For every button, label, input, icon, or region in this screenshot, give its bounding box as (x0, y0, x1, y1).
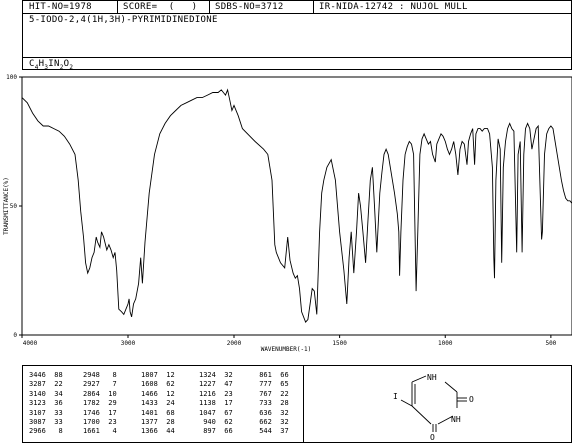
atom-label: O (469, 395, 474, 404)
atom-label: NH (451, 415, 461, 424)
x-tick-label: 4000 (23, 340, 38, 347)
x-axis-label: WAVENUMBER(-1) (261, 346, 312, 353)
peak-table: 3446 88 3287 22 3140 34 3123 36 3107 33 … (22, 365, 572, 443)
score: SCORE= ( ) (123, 2, 198, 12)
x-tick-label: 1000 (438, 340, 453, 347)
y-tick-label: 100 (6, 74, 17, 81)
y-tick-label: 0 (13, 332, 17, 339)
x-tick-label: 2000 (227, 340, 242, 347)
x-tick-label: 3000 (121, 340, 136, 347)
peak-column: 1807 12 1608 62 1466 12 1433 24 1401 68 … (141, 371, 175, 436)
ir-code: IR-NIDA-12742 : NUJOL MULL (319, 2, 468, 12)
y-axis-label: TRANSMITTANCE(%) (3, 177, 10, 235)
x-tick-label: 1500 (332, 340, 347, 347)
molecular-formula: C4H3IN2O2 (29, 59, 74, 71)
atom-label: I (393, 392, 398, 401)
peak-column: 2948 8 2927 7 2864 10 1782 29 1746 17 17… (83, 371, 117, 436)
y-tick-label: 50 (10, 203, 18, 210)
sdbs-number: SDBS-NO=3712 (215, 2, 284, 12)
hit-number: HIT-NO=1978 (29, 2, 92, 12)
atom-label: NH (427, 373, 437, 382)
plot-frame (21, 76, 572, 336)
atom-label: O (430, 433, 435, 442)
molecule-structure: I NH O NH O (393, 373, 474, 442)
spectrum-line (21, 88, 572, 323)
compound-name: 5-IODO-2,4(1H,3H)-PYRIMIDINEDIONE (29, 15, 218, 25)
peak-column: 861 66 777 65 767 22 733 28 636 32 662 3… (259, 371, 289, 436)
ir-spectrum-chart: 0 50 100 4000 3000 2000 1500 1000 500 TRANSMITT… (3, 74, 572, 353)
peak-column: 1324 32 1227 47 1216 23 1138 17 1047 67 … (199, 371, 233, 436)
spectrum-header: HIT-NO=1978 SCORE= ( ) SDBS-NO=3712 IR-N… (22, 0, 572, 71)
peak-column: 3446 88 3287 22 3140 34 3123 36 3107 33 … (29, 371, 63, 436)
x-tick-label: 500 (545, 340, 556, 347)
x-axis: 4000 3000 2000 1500 1000 500 (21, 335, 557, 347)
